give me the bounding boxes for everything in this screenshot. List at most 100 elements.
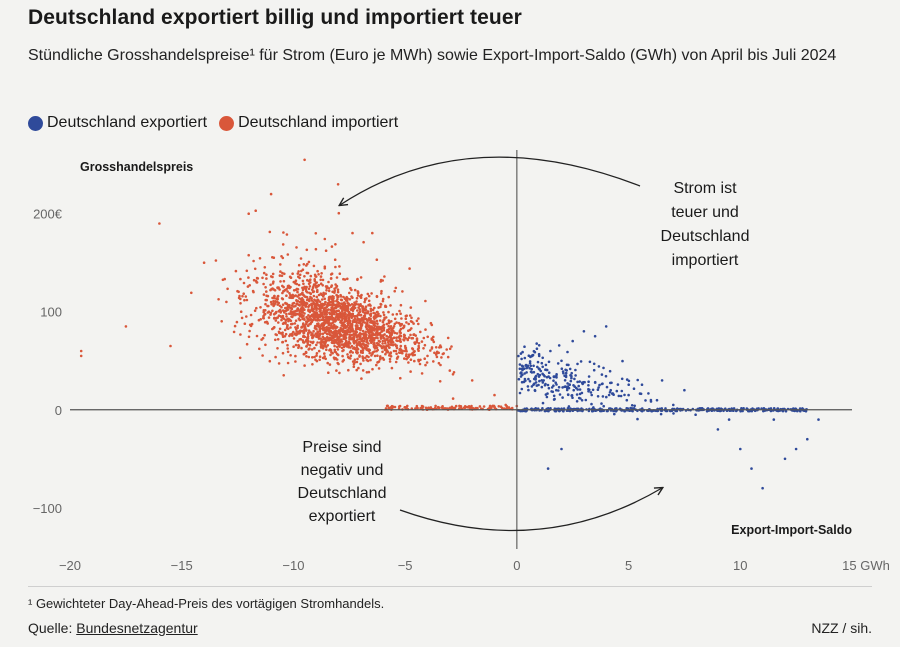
import-point: [319, 309, 322, 312]
import-point: [329, 353, 332, 357]
export-point: [716, 428, 720, 431]
import-point: [406, 338, 410, 342]
import-point: [281, 243, 285, 246]
import-point: [336, 298, 339, 301]
import-point: [315, 281, 319, 284]
import-point: [415, 340, 419, 344]
import-point: [298, 318, 302, 322]
import-point: [347, 368, 350, 372]
import-point: [400, 317, 403, 320]
export-point: [529, 355, 532, 359]
import-point: [283, 328, 287, 332]
import-point: [346, 309, 350, 313]
import-point: [292, 301, 296, 305]
import-point: [298, 338, 301, 341]
import-point: [262, 316, 265, 320]
import-point: [407, 322, 411, 326]
import-point: [249, 313, 253, 317]
import-point: [377, 339, 381, 343]
import-point: [497, 405, 501, 408]
export-point: [804, 409, 808, 413]
import-point: [315, 343, 318, 347]
import-point: [331, 351, 334, 355]
export-point: [534, 378, 537, 381]
import-point: [308, 343, 312, 347]
import-point: [304, 287, 308, 291]
import-point: [327, 337, 330, 341]
import-point: [308, 310, 312, 314]
import-point: [280, 318, 283, 322]
export-point: [604, 374, 608, 378]
import-point: [271, 272, 275, 276]
import-point: [263, 266, 267, 269]
import-point: [377, 312, 380, 316]
import-point: [353, 288, 357, 292]
import-point: [342, 337, 345, 341]
import-point: [353, 301, 356, 305]
import-point: [438, 380, 442, 383]
export-point: [580, 399, 584, 402]
import-point: [326, 329, 330, 332]
import-point: [304, 322, 308, 326]
import-point: [327, 289, 331, 293]
import-point: [323, 343, 326, 346]
import-point: [289, 285, 292, 289]
import-point: [369, 309, 373, 313]
export-point: [781, 409, 785, 413]
import-point: [296, 326, 299, 330]
import-point: [365, 324, 369, 328]
import-point: [357, 340, 361, 344]
import-point: [426, 335, 430, 339]
import-point: [325, 305, 329, 309]
export-point: [558, 393, 562, 396]
import-point: [395, 332, 399, 335]
import-point: [371, 367, 374, 371]
export-point: [633, 404, 636, 408]
import-point: [417, 346, 421, 350]
import-point: [373, 306, 376, 310]
import-point: [415, 319, 419, 323]
import-point: [403, 357, 406, 360]
import-point: [349, 323, 353, 326]
import-point: [367, 294, 371, 298]
import-point: [312, 264, 316, 268]
export-point: [543, 374, 546, 378]
import-point: [417, 349, 420, 353]
import-point: [399, 338, 402, 342]
export-point: [597, 365, 601, 368]
import-point: [234, 269, 238, 273]
import-point: [357, 303, 360, 306]
import-point: [338, 265, 341, 268]
import-point: [369, 329, 373, 333]
import-point: [399, 376, 402, 380]
import-point: [347, 340, 351, 344]
import-point: [324, 357, 328, 361]
import-point: [264, 286, 267, 289]
import-point: [399, 344, 403, 348]
import-point: [439, 363, 442, 367]
import-point: [301, 311, 304, 314]
import-point: [341, 330, 345, 334]
import-point: [381, 299, 385, 303]
source-link[interactable]: Bundesnetzagentur: [76, 620, 198, 636]
export-point: [541, 407, 544, 410]
import-point: [331, 321, 335, 324]
import-point: [415, 338, 419, 342]
import-point: [336, 348, 340, 351]
import-point: [294, 282, 297, 285]
import-point: [301, 291, 304, 295]
import-point: [281, 340, 285, 344]
import-point: [378, 319, 382, 322]
import-point: [334, 243, 337, 246]
import-point: [310, 333, 313, 337]
export-point: [616, 383, 620, 386]
import-point: [318, 314, 321, 318]
import-point: [275, 297, 278, 301]
export-point: [562, 409, 565, 413]
import-point: [450, 405, 454, 409]
export-point: [757, 407, 760, 410]
export-point: [520, 380, 524, 384]
import-point: [277, 321, 280, 324]
import-point: [278, 327, 282, 331]
import-point: [388, 360, 392, 363]
